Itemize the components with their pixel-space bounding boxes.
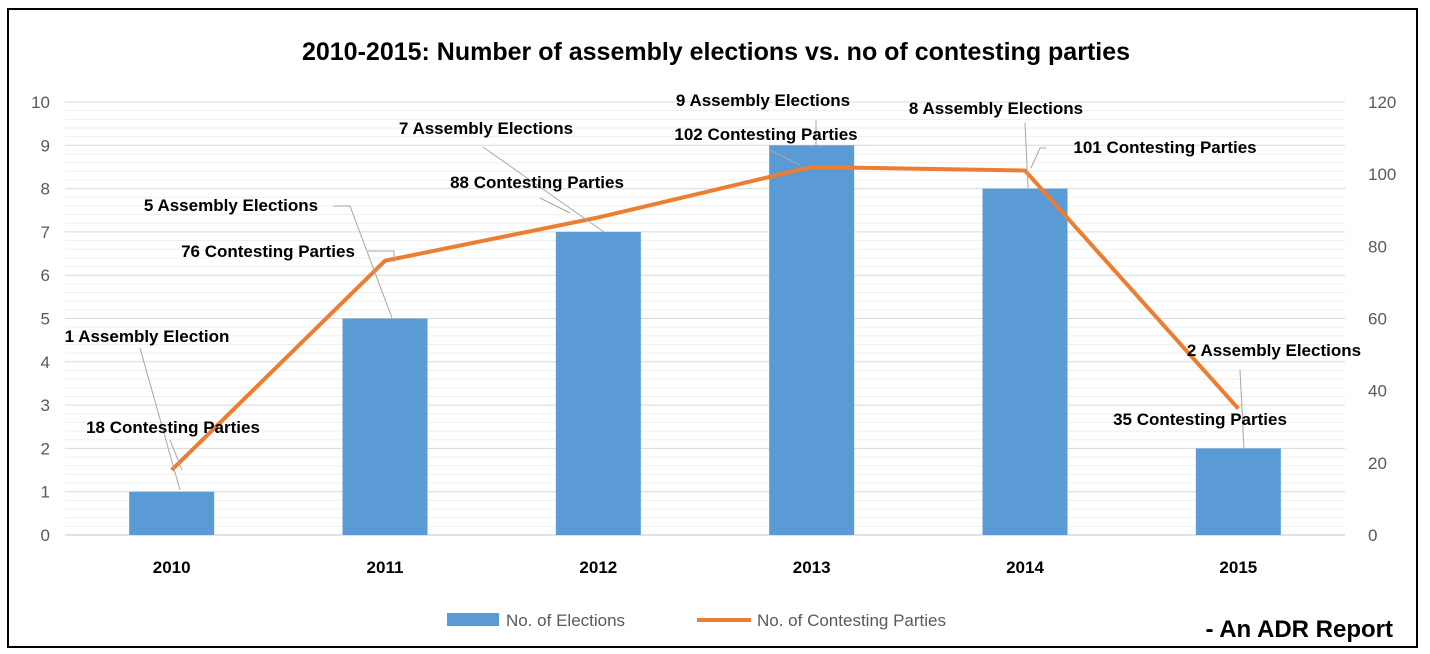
right-tick-label: 0 — [1368, 526, 1377, 545]
left-tick-label: 3 — [41, 396, 50, 415]
line-data-label: 102 Contesting Parties — [674, 125, 857, 144]
bar-2015 — [1195, 448, 1281, 535]
bar-2014 — [982, 188, 1068, 535]
bar-2011 — [342, 318, 428, 535]
leader-line — [1024, 122, 1029, 189]
line-data-label: 35 Contesting Parties — [1113, 410, 1287, 429]
left-tick-label: 1 — [41, 483, 50, 502]
legend-swatch-elections — [447, 613, 499, 626]
line-series — [170, 164, 1240, 472]
right-tick-label: 100 — [1368, 165, 1396, 184]
gridlines — [65, 101, 1345, 527]
leader-line — [368, 250, 395, 262]
line-data-label: 88 Contesting Parties — [450, 173, 624, 192]
line-data-label: 101 Contesting Parties — [1073, 138, 1256, 157]
chart-frame — [7, 8, 1418, 648]
bar-2012 — [555, 231, 641, 535]
left-tick-label: 8 — [41, 180, 50, 199]
category-label: 2010 — [153, 558, 191, 577]
category-label: 2015 — [1219, 558, 1257, 577]
left-axis-ticks: 0 1 2 3 4 5 6 7 8 9 10 — [31, 93, 50, 545]
leader-line — [1030, 147, 1046, 169]
left-tick-label: 2 — [41, 439, 50, 458]
leader-line — [1239, 369, 1245, 450]
left-tick-label: 7 — [41, 223, 50, 242]
leader-line — [333, 205, 393, 319]
line-data-label: 76 Contesting Parties — [181, 242, 355, 261]
bar-data-label: 2 Assembly Elections — [1187, 341, 1361, 360]
data-labels: 1 Assembly Election 5 Assembly Elections 7… — [65, 91, 1361, 437]
leader-line — [539, 197, 571, 214]
right-tick-label: 120 — [1368, 93, 1396, 112]
right-tick-label: 60 — [1368, 310, 1387, 329]
leader-line — [482, 146, 605, 233]
bar-data-label: 7 Assembly Elections — [399, 119, 573, 138]
category-labels: 2010 2011 2012 2013 2014 2015 — [153, 558, 1257, 577]
category-label: 2011 — [367, 558, 404, 577]
category-label: 2014 — [1006, 558, 1044, 577]
bar-data-label: 5 Assembly Elections — [144, 196, 318, 215]
leader-line — [769, 149, 801, 166]
bar-2013 — [769, 145, 855, 536]
bar-series — [129, 145, 1281, 536]
left-tick-label: 4 — [41, 353, 50, 372]
bar-2010 — [129, 491, 215, 535]
legend-label-elections: No. of Elections — [506, 611, 625, 630]
line-data-label: 18 Contesting Parties — [86, 418, 260, 437]
left-tick-label: 10 — [31, 93, 50, 112]
left-tick-label: 6 — [41, 266, 50, 285]
category-label: 2013 — [793, 558, 831, 577]
right-tick-label: 40 — [1368, 382, 1387, 401]
bar-data-label: 1 Assembly Election — [65, 327, 230, 346]
leader-line — [169, 439, 183, 471]
right-tick-label: 80 — [1368, 237, 1387, 256]
bar-data-label: 9 Assembly Elections — [676, 91, 850, 110]
legend: No. of Elections No. of Contesting Parti… — [447, 611, 946, 630]
left-tick-label: 5 — [41, 310, 50, 329]
legend-label-parties: No. of Contesting Parties — [757, 611, 946, 630]
right-tick-label: 20 — [1368, 454, 1387, 473]
parties-line — [170, 164, 1240, 472]
right-axis-ticks: 0 20 40 60 80 100 120 — [1368, 93, 1396, 545]
leader-line — [139, 347, 181, 491]
left-tick-label: 0 — [41, 526, 50, 545]
leader-lines — [139, 120, 1245, 491]
chart-title: 2010-2015: Number of assembly elections … — [302, 38, 1130, 66]
bar-data-label: 8 Assembly Elections — [909, 99, 1083, 118]
left-tick-label: 9 — [41, 136, 50, 155]
category-label: 2012 — [579, 558, 617, 577]
report-annotation: - An ADR Report — [1205, 616, 1393, 643]
